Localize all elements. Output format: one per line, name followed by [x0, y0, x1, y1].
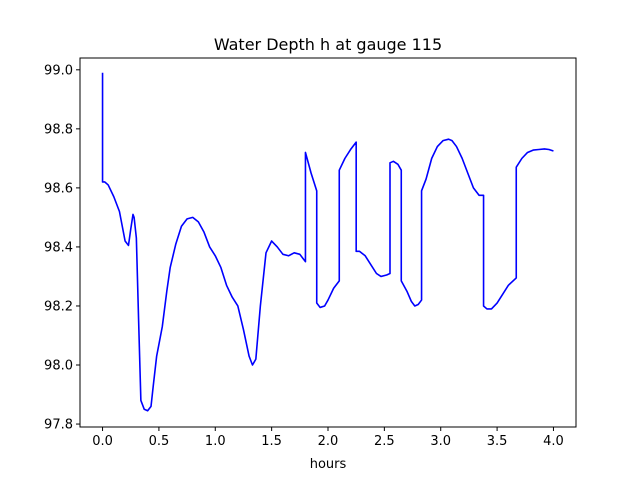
x-tick-label: 2.0 [318, 434, 339, 449]
x-tick-label: 3.0 [430, 434, 451, 449]
y-tick-label: 97.8 [44, 418, 73, 433]
plot-frame [79, 57, 577, 428]
x-tick-label: 0.5 [149, 434, 170, 449]
y-tick-label: 98.4 [44, 240, 73, 255]
ticks-layer: 0.0 0.5 1.0 1.5 2.0 2.5 3.0 3.5 4.0 97.8 98.0 98.2 9… [44, 63, 564, 449]
x-tick-label: 4.0 [543, 434, 564, 449]
x-axis-label: hours [310, 457, 347, 472]
series-layer [101, 72, 554, 412]
y-tick-label: 98.0 [44, 359, 73, 374]
x-tick-label: 3.5 [487, 434, 508, 449]
y-tick-label: 98.8 [44, 122, 73, 137]
y-tick-label: 99.0 [44, 63, 73, 78]
x-tick-label: 1.0 [205, 434, 226, 449]
y-tick-label: 98.2 [44, 299, 73, 314]
plot-area [80, 58, 576, 427]
x-tick-label: 2.5 [374, 434, 395, 449]
x-tick-label: 0.0 [92, 434, 113, 449]
x-tick-label: 1.5 [261, 434, 282, 449]
series-line-1 [101, 72, 554, 412]
y-tick-label: 98.6 [44, 181, 73, 196]
chart-title: Water Depth h at gauge 115 [214, 35, 442, 54]
